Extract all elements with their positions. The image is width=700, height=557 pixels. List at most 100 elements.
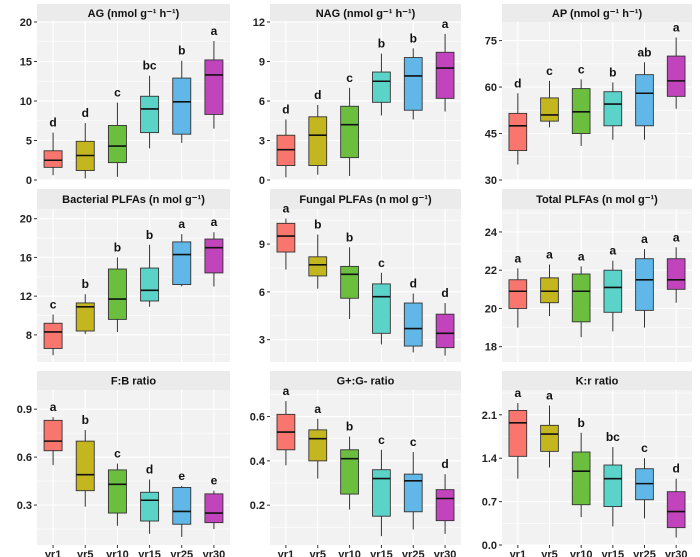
significance-label: e: [211, 474, 218, 488]
x-tick-label: yr25: [170, 549, 193, 557]
box-body: [635, 258, 654, 311]
significance-label: b: [577, 416, 584, 430]
panel-2: NAG (nmol g⁻¹ h⁻¹) 0 3 6 9 12 d d c b b a: [253, 4, 461, 187]
significance-label: a: [546, 389, 553, 403]
y-tick-label: 30: [485, 175, 497, 187]
box-yr1: d: [508, 76, 528, 165]
y-tick-label: 20: [20, 214, 32, 226]
panel-title: Total PLFAs (n mol g⁻¹): [536, 194, 658, 206]
plot-background: [37, 390, 230, 545]
significance-label: b: [82, 277, 89, 291]
box-yr1: a: [508, 251, 528, 328]
box-body: [107, 125, 127, 164]
panel-8: G+:G- ratio 0.2 0.4 0.6 a a b c c d yr1 yr5 yr10 yr15…: [250, 371, 461, 557]
panel-title: Fungal PLFAs (n mol g⁻¹): [299, 194, 432, 206]
y-tick-label: 3: [259, 335, 265, 347]
significance-label: d: [410, 276, 417, 290]
y-tick-label: 1.4: [482, 453, 498, 465]
box-body: [43, 419, 63, 452]
box-body: [372, 469, 391, 517]
panel-title: AG (nmol g⁻¹ h⁻¹): [88, 8, 180, 20]
y-tick-label: 9: [259, 57, 265, 69]
box-body: [140, 491, 160, 522]
box-body: [540, 277, 559, 304]
box-yr10: b: [340, 230, 359, 319]
y-tick-label: 18: [485, 342, 497, 354]
box-body: [308, 256, 328, 277]
box-body: [666, 55, 686, 97]
box-yr1: c: [43, 298, 63, 356]
box-body: [508, 112, 528, 152]
y-tick-label: 10: [20, 96, 32, 108]
significance-label: d: [146, 462, 153, 476]
panel-1: AG (nmol g⁻¹ h⁻¹) 0 5 10 15 20 d d c bc b a: [20, 4, 230, 187]
box-body: [403, 57, 423, 111]
box-yr30: d: [435, 457, 455, 534]
significance-label: c: [378, 433, 385, 447]
box-body: [308, 116, 328, 166]
significance-label: d: [441, 286, 448, 300]
box-body: [508, 410, 528, 457]
panel-title-strip: [270, 4, 461, 22]
box-body: [403, 302, 423, 347]
box-body: [603, 91, 623, 127]
box-body: [435, 489, 455, 522]
significance-label: a: [50, 400, 57, 414]
significance-label: a: [442, 17, 449, 31]
plot-background: [502, 209, 692, 362]
box-body: [172, 77, 192, 135]
box-body: [172, 241, 192, 285]
box-body: [635, 74, 654, 127]
y-tick-label: 0.6: [17, 452, 32, 464]
box-yr10: c: [340, 71, 359, 177]
panel-5: Fungal PLFAs (n mol g⁻¹) 3 6 9 a b b c d d: [259, 189, 461, 362]
panel-title-strip: [502, 189, 692, 209]
box-body: [140, 95, 160, 134]
plot-background: [502, 390, 692, 545]
significance-label: c: [410, 435, 417, 449]
significance-label: b: [314, 218, 321, 232]
y-tick-label: 0: [259, 175, 265, 187]
panel-title-strip: [270, 189, 461, 209]
y-tick-label: 0: [26, 175, 32, 187]
panel-title-strip: [37, 371, 230, 390]
significance-label: bc: [143, 59, 157, 73]
box-yr5: b: [75, 277, 95, 334]
box-yr30: a: [204, 215, 224, 287]
y-tick-label: 3: [259, 136, 265, 148]
box-yr10: c: [571, 62, 591, 146]
y-tick-label: 6: [259, 287, 265, 299]
significance-label: d: [672, 462, 679, 476]
box-yr15: c: [372, 433, 391, 537]
box-yr25: a: [172, 217, 192, 287]
x-tick-label: yr15: [138, 549, 161, 557]
significance-label: a: [514, 251, 521, 265]
y-tick-label: 12: [20, 291, 32, 303]
y-tick-label: 0.4: [250, 456, 266, 468]
y-tick-label: 2.1: [482, 410, 497, 422]
box-body: [571, 451, 591, 506]
significance-label: a: [578, 249, 585, 263]
plot-background: [502, 22, 692, 180]
box-yr5: c: [540, 64, 559, 128]
x-tick-label: yr30: [203, 549, 226, 557]
panel-title-strip: [502, 371, 692, 390]
significance-label: a: [673, 230, 680, 244]
x-tick-label: yr1: [510, 549, 527, 557]
box-yr1: d: [43, 116, 63, 176]
box-body: [107, 469, 127, 514]
box-yr25: c: [635, 441, 654, 519]
box-yr30: d: [666, 462, 686, 538]
box-yr10: b: [107, 240, 127, 332]
box-yr1: a: [276, 202, 296, 270]
x-tick-label: yr25: [402, 549, 425, 557]
x-tick-label: yr30: [665, 549, 688, 557]
panel-title-strip: [37, 4, 230, 22]
significance-label: a: [609, 244, 616, 258]
x-tick-label: yr10: [570, 549, 593, 557]
box-body: [603, 464, 623, 508]
significance-label: a: [283, 384, 290, 398]
box-body: [372, 71, 391, 103]
box-yr25: ab: [635, 45, 654, 140]
box-body: [340, 105, 359, 159]
